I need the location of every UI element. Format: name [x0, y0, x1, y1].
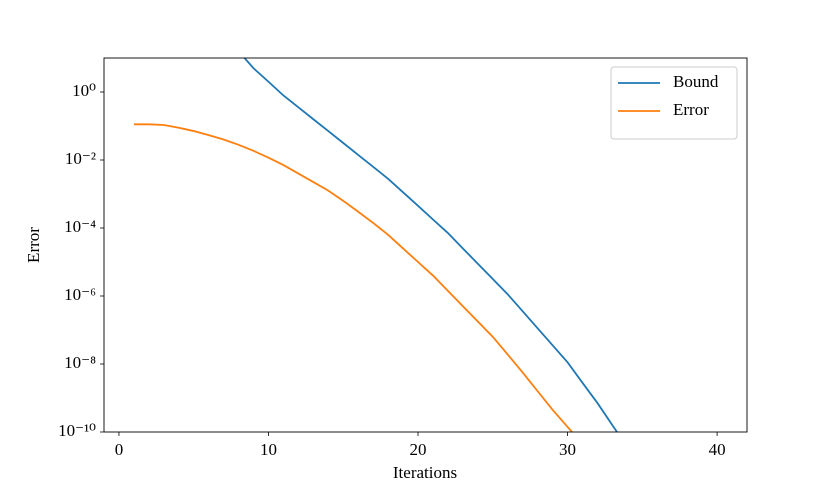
y-tick-label: 10⁻² [65, 149, 96, 168]
y-tick-label: 10⁻⁶ [64, 285, 96, 304]
y-tick-label: 10⁰ [72, 81, 96, 100]
y-tick-label: 10⁻¹⁰ [58, 421, 96, 440]
line-series [243, 58, 619, 432]
line-series [133, 123, 574, 432]
x-tick-label: 30 [559, 440, 576, 459]
x-tick-label: 10 [260, 440, 277, 459]
x-tick-label: 20 [410, 440, 427, 459]
legend-box [610, 66, 738, 140]
x-tick-label: 40 [709, 440, 726, 459]
legend-label: Error [673, 100, 709, 119]
y-tick-label: 10⁻⁸ [64, 353, 96, 372]
x-tick-label: 0 [115, 440, 124, 459]
x-axis-label: Iterations [393, 463, 457, 482]
legend-label: Bound [673, 72, 719, 91]
y-tick-label: 10⁻⁴ [64, 217, 96, 236]
y-axis-label: Error [24, 227, 43, 263]
plot-frame [103, 57, 748, 433]
